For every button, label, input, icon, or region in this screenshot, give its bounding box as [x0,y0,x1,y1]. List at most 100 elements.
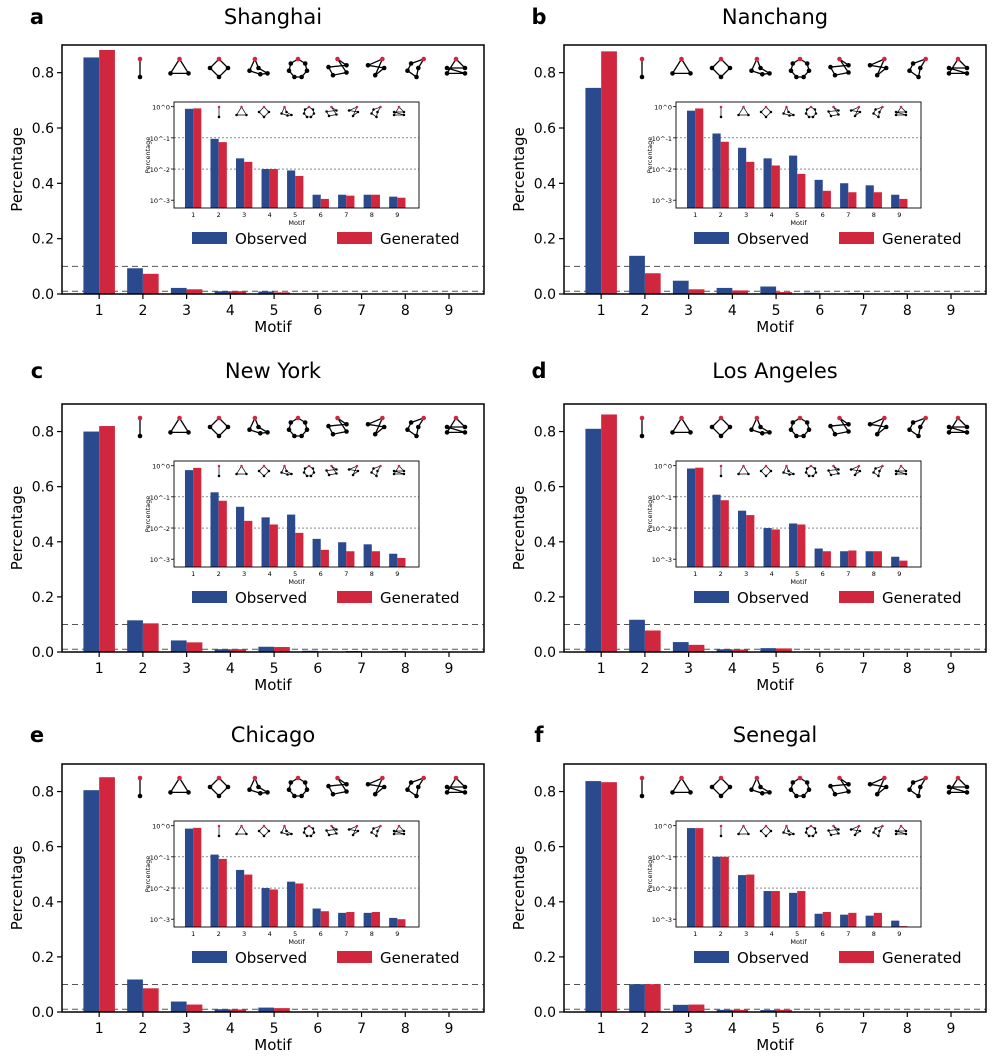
panel-e-inset-bar-generated-8 [371,912,380,927]
panel-e-inset-bar-observed-6 [312,908,321,927]
panel-d-inset-motif-5-node [813,467,817,470]
panel-e-motif-5-icon [286,775,310,799]
panel-b-ytick-label: 0.4 [534,176,556,192]
panel-a-motif-7-node [365,63,371,68]
panel-f-inset-motif-wrap [894,824,908,836]
panel-e-inset-ytick-label: 10^-2 [150,885,170,893]
panel-b-inset-motif-5-node [814,112,818,115]
panel-c-bar-generated-4 [230,649,247,652]
panel-d-inset-bar-observed-9 [891,556,900,567]
panel-e-inset: 10^0 10^-1 10^-2 10^-3 1 2 3 4 5 6 7 8 9 Motif Percent… [144,820,420,946]
panel-a-inset-motif-7-node [351,114,355,118]
panel-d-inset-xtick-label: 3 [744,570,748,578]
panel-a-inset-motif-6-node [327,114,331,118]
panel-a-bar-observed-4 [214,291,231,294]
panel-d-xlabel: Motif [756,676,794,694]
panel-d-bar-generated-4 [732,649,749,652]
panel-b-inset-bar-generated-5 [797,173,806,208]
panel-a-inset-xtick-label: 8 [370,211,374,219]
panel-b-inset-motif-9-node [904,113,908,117]
panel-d-inset-bar-observed-2 [712,494,721,567]
panel-d-inset-motif-9-node [894,472,898,476]
panel-b-inset-bar-observed-6 [814,179,823,208]
panel-e-inset-motif-2-icon [235,824,248,836]
panel-e-inset-bar-generated-2 [218,858,227,927]
panel-f-motif-2-node [688,790,693,795]
panel-e-inset-motif-4-node [285,829,288,833]
panel-f-motif-3-node [709,784,715,790]
panel-d-inset-xtick-label: 1 [693,570,697,578]
panel-a-inset-motif-6-edges [325,106,338,117]
panel-b-inset-motif-9-icon [894,105,908,117]
panel-c-inset-bar-observed-6 [312,538,321,567]
panel-c-inset-motif-5-node [312,471,316,474]
panel-d-inset-motif-2-icon [737,464,750,476]
panel-d-legend-observed-swatch [694,591,729,603]
panel-d-ytick-label: 0.8 [534,425,556,441]
panel-f-inset-bar-observed-7 [840,914,849,927]
panel-b-motif-1-icon [639,56,645,80]
panel-d-inset-motif-8-icon [872,464,884,478]
panel-b-xtick-label: 8 [903,303,912,319]
panel-c-motif-3-node [216,433,222,439]
panel-f-xtick-label: 1 [597,1021,606,1037]
panel-a-motif-2-node [177,56,182,62]
panel-c-inset-ytick-label: 10^-3 [150,556,170,564]
panel-e-motif-3-node [225,784,231,790]
panel-a-ytick-label: 0.4 [32,176,54,192]
panel-a-xtick-label: 4 [226,303,235,319]
panel-e-motif-6-edges [327,777,349,795]
panel-c-motif-7-node [372,431,378,437]
panel-f-inset-motif-6-node [827,829,830,832]
panel-a-inset-motif-4-icon [280,105,293,117]
panel-f-inset-motif-4-node [788,833,791,836]
panel-b-inset-motif-7-node [849,109,853,112]
panel-f-inset-motif-9-node [894,832,898,836]
panel-b-inset-motif-1-icon [719,105,723,119]
panel-d-inset-motif-6-edges [827,465,840,476]
panel-d-motif-8-node [907,427,912,432]
panel-a-inset-ytick-label: 10^-2 [150,166,170,174]
panel-d-inset-motif-8-node [877,474,880,478]
panel-d-motif-4-node [754,415,760,421]
panel-c-motif-6-node [335,415,340,421]
panel-a-inset-xtick-label: 3 [242,211,246,219]
panel-e-inset-ytick-label: 10^0 [152,823,170,831]
panel-d-inset-motif-5-node [804,471,808,474]
panel-c-bar-generated-2 [142,623,159,652]
panel-b-motif-6-node [828,64,833,70]
panel-f-inset-motif-4-node [792,832,795,836]
panel-e-xtick-label: 8 [401,1021,410,1037]
panel-e-inset-motif-wrap [370,824,382,838]
panel-d-inset-motif-wrap [759,464,773,478]
panel-a-inset-bar-generated-2 [218,142,227,208]
panel-e-inset-ytick-label: 10^-1 [150,854,170,862]
panel-d-inset-bar-observed-8 [865,551,874,567]
panel-c-inset-motif-4-node [286,473,289,476]
panel-c-ytick-label: 0.8 [32,425,54,441]
panel-e-inset-bar-generated-7 [346,912,355,927]
panel-a-inset-motif-9-icon [392,105,406,117]
panel-c-inset-motif-2-node [240,464,243,468]
panel-b-motif-1-node [639,56,645,62]
panel-c-inset-motif-3-node [267,469,271,473]
panel-a-inset-xtick-label: 7 [344,211,348,219]
panel-e-inset-motif-6-icon [325,824,338,837]
panel-c: c New York 0.0 0.2 0.4 0.6 0.8 1 2 3 4 5 6 7 8 9 Motif Pe… [8,359,485,694]
panel-b-motif-4-node [767,71,772,76]
panel-b-inset-motif-1-node [719,105,723,109]
panel-c-inset-bar-generated-6 [320,549,329,567]
panel-d-motif-5-node [804,420,810,425]
panel-c-inset-motif-6-node [335,468,338,471]
panel-d-motif-2-edges [671,416,692,434]
panel-e-motif-8-icon [405,775,426,799]
panel-f-bar-observed-4 [716,1009,733,1012]
panel-a-xtick-label: 9 [445,303,454,319]
panel-e-bar-generated-5 [274,1008,290,1012]
panel-a-motif-6-edges [327,58,349,76]
panel-d-inset-motif-6-node [832,464,835,468]
panel-d-motif-4-node [749,427,754,432]
panel-a-ytick-label: 0.2 [32,232,54,248]
panel-c-motif-4-node [258,431,263,436]
panel-d-motif-9-icon [946,415,970,435]
